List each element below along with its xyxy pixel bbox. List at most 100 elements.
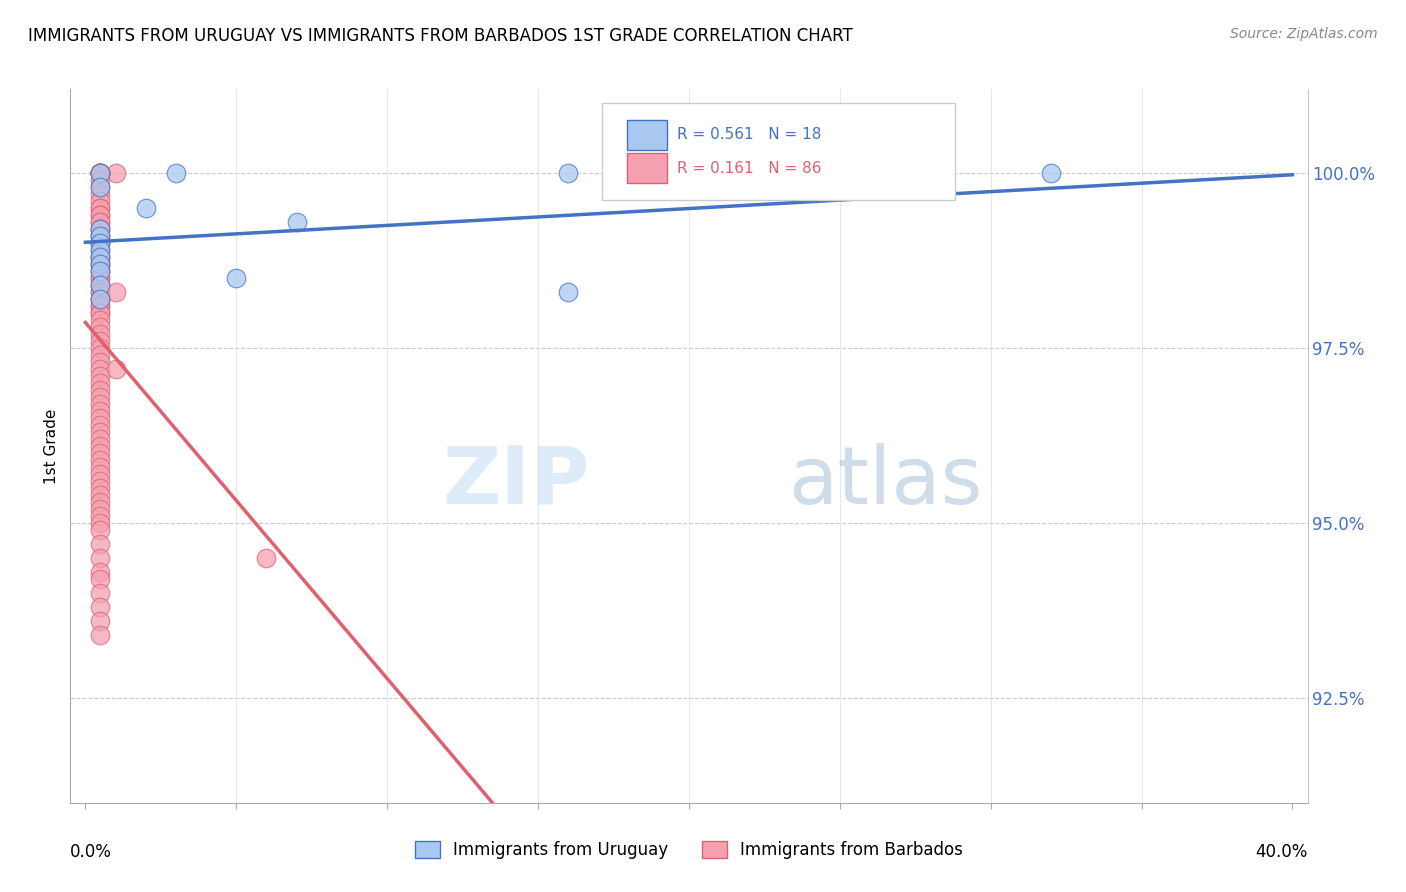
Point — [89, 278, 111, 293]
Point — [285, 215, 308, 229]
Point — [89, 264, 111, 278]
Point — [89, 628, 111, 642]
Text: Source: ZipAtlas.com: Source: ZipAtlas.com — [1230, 27, 1378, 41]
Point — [89, 537, 111, 551]
Point — [89, 348, 111, 362]
Point — [89, 369, 111, 384]
Point — [89, 306, 111, 320]
Point — [89, 166, 111, 180]
Point — [89, 320, 111, 334]
Point — [89, 334, 111, 348]
Point — [89, 565, 111, 579]
Point — [89, 508, 111, 523]
Point — [89, 383, 111, 397]
Point — [89, 439, 111, 453]
Point — [89, 236, 111, 251]
Point — [89, 292, 111, 306]
Text: 40.0%: 40.0% — [1256, 843, 1308, 861]
Point — [89, 215, 111, 229]
Point — [89, 327, 111, 342]
Point — [89, 208, 111, 222]
Point — [89, 250, 111, 264]
Point — [89, 215, 111, 229]
Point — [89, 271, 111, 285]
Point — [89, 180, 111, 194]
Point — [89, 229, 111, 244]
Point — [89, 481, 111, 495]
FancyBboxPatch shape — [602, 103, 955, 200]
Point — [89, 166, 111, 180]
Point — [89, 257, 111, 271]
Point — [89, 257, 111, 271]
Text: 0.0%: 0.0% — [70, 843, 112, 861]
Point — [89, 236, 111, 251]
Point — [89, 285, 111, 299]
Point — [89, 257, 111, 271]
Point — [89, 495, 111, 509]
Point — [89, 404, 111, 418]
Point — [89, 250, 111, 264]
Point — [89, 229, 111, 244]
Point — [89, 488, 111, 502]
Point — [557, 166, 579, 180]
Point — [89, 614, 111, 628]
Point — [135, 201, 157, 215]
Point — [89, 586, 111, 600]
Point — [89, 313, 111, 327]
Text: R = 0.161   N = 86: R = 0.161 N = 86 — [676, 161, 821, 176]
Point — [89, 417, 111, 432]
Point — [89, 264, 111, 278]
Point — [89, 222, 111, 236]
Point — [89, 187, 111, 202]
Point — [104, 362, 127, 376]
Point — [89, 264, 111, 278]
Point — [89, 243, 111, 257]
Text: R = 0.561   N = 18: R = 0.561 N = 18 — [676, 128, 821, 143]
Point — [89, 502, 111, 516]
Point — [89, 173, 111, 187]
Point — [89, 516, 111, 530]
Point — [89, 355, 111, 369]
Point — [89, 278, 111, 293]
Point — [89, 222, 111, 236]
Point — [89, 208, 111, 222]
Point — [89, 411, 111, 425]
Point — [104, 285, 127, 299]
Point — [89, 599, 111, 614]
Point — [89, 201, 111, 215]
Y-axis label: 1st Grade: 1st Grade — [44, 409, 59, 483]
Point — [89, 285, 111, 299]
Point — [89, 222, 111, 236]
Point — [89, 278, 111, 293]
Point — [89, 362, 111, 376]
Point — [89, 194, 111, 208]
Point — [89, 341, 111, 355]
Point — [89, 166, 111, 180]
Point — [89, 166, 111, 180]
Point — [89, 306, 111, 320]
Point — [89, 397, 111, 411]
Point — [89, 376, 111, 390]
Point — [89, 446, 111, 460]
Text: ZIP: ZIP — [443, 442, 591, 521]
Point — [104, 166, 127, 180]
Legend: Immigrants from Uruguay, Immigrants from Barbados: Immigrants from Uruguay, Immigrants from… — [408, 834, 970, 866]
Text: IMMIGRANTS FROM URUGUAY VS IMMIGRANTS FROM BARBADOS 1ST GRADE CORRELATION CHART: IMMIGRANTS FROM URUGUAY VS IMMIGRANTS FR… — [28, 27, 853, 45]
Point — [89, 236, 111, 251]
Point — [89, 299, 111, 313]
Point — [89, 299, 111, 313]
Point — [165, 166, 187, 180]
FancyBboxPatch shape — [627, 153, 666, 184]
Point — [89, 467, 111, 481]
Point — [89, 572, 111, 586]
Point — [89, 460, 111, 475]
Point — [256, 550, 278, 565]
Point — [89, 390, 111, 404]
Point — [89, 201, 111, 215]
Point — [1040, 166, 1063, 180]
Point — [225, 271, 247, 285]
Point — [557, 285, 579, 299]
Point — [89, 166, 111, 180]
FancyBboxPatch shape — [627, 120, 666, 150]
Point — [89, 432, 111, 446]
